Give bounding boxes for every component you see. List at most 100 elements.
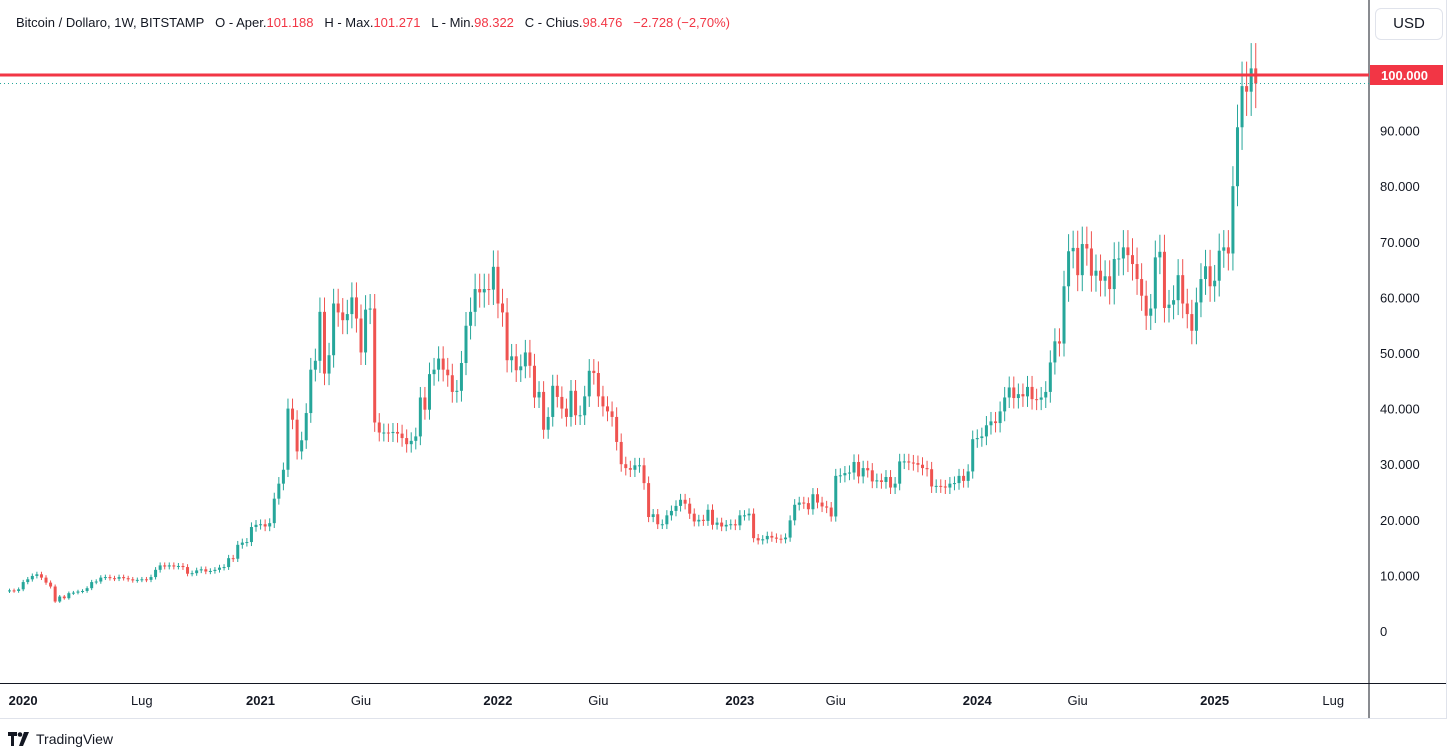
candle-body — [478, 289, 482, 293]
candle-body — [268, 523, 272, 527]
candle-body — [907, 461, 911, 463]
candle-body — [537, 391, 541, 398]
candle-body — [1167, 304, 1171, 308]
candle-body — [943, 486, 947, 488]
time-tick-label: 2024 — [963, 693, 993, 708]
candle-body — [847, 472, 851, 474]
candle-body — [227, 558, 231, 568]
chart-frame — [0, 0, 1447, 719]
candle-body — [1245, 86, 1249, 92]
currency-button[interactable]: USD — [1375, 8, 1443, 40]
candle-body — [660, 524, 664, 526]
candle-body — [701, 519, 705, 521]
open-label: O - Aper. — [215, 15, 267, 30]
candle-body — [441, 358, 445, 370]
candle-body — [240, 542, 244, 545]
candle-body — [656, 514, 660, 525]
candle-body — [715, 522, 719, 525]
candle-body — [17, 589, 21, 591]
candle-body — [432, 369, 436, 375]
candle-body — [948, 483, 952, 488]
candle-body — [382, 432, 386, 434]
candle-body — [615, 416, 619, 442]
candle-body — [843, 473, 847, 476]
candle-body — [697, 519, 701, 522]
candle-body — [414, 436, 418, 441]
candle-body — [313, 360, 317, 370]
change-value: −2.728 (−2,70%) — [633, 15, 731, 30]
candle-body — [1012, 387, 1016, 399]
candle-body — [364, 309, 368, 353]
candle-body — [236, 544, 240, 559]
time-tick-label: 2022 — [483, 693, 512, 708]
time-tick-label: Giu — [1068, 693, 1088, 708]
candle-body — [1044, 391, 1048, 398]
candle-body — [994, 421, 998, 424]
candle-body — [564, 408, 568, 417]
candle-body — [596, 373, 600, 397]
close-label: C - Chius. — [524, 15, 583, 30]
candle-body — [304, 413, 308, 441]
candle-body — [601, 396, 605, 407]
tradingview-logo[interactable]: TradingView — [8, 731, 113, 747]
candle-body — [1190, 314, 1194, 331]
candle-body — [254, 524, 258, 528]
candle-body — [1062, 286, 1066, 344]
candle-body — [1158, 251, 1162, 258]
candle-body — [1076, 247, 1080, 276]
candle-body — [90, 582, 94, 589]
candle-body — [1181, 275, 1185, 304]
candle-body — [975, 438, 979, 440]
price-tick-label: 0 — [1380, 624, 1387, 639]
candle-body — [619, 441, 623, 465]
price-tick-label: 70.000 — [1380, 235, 1420, 250]
candle-body — [838, 475, 842, 477]
candle-body — [752, 513, 756, 539]
candle-body — [628, 468, 632, 470]
candle-body — [1071, 247, 1075, 252]
candle-body — [131, 579, 135, 581]
candle-body — [1240, 86, 1244, 128]
candle-body — [418, 397, 422, 437]
candle-body — [446, 369, 450, 376]
candle-body — [26, 579, 30, 583]
candle-body — [793, 504, 797, 521]
candle-body — [930, 469, 934, 487]
candle-body — [879, 480, 883, 482]
candle-body — [510, 356, 514, 361]
candle-body — [1094, 270, 1098, 276]
candle-body — [1039, 397, 1043, 400]
candle-body — [359, 318, 363, 353]
candle-body — [984, 425, 988, 437]
candle-body — [816, 494, 820, 503]
candle-body — [99, 577, 103, 582]
candle-body — [637, 465, 641, 467]
candle-body — [1235, 127, 1239, 187]
candle-body — [249, 527, 253, 543]
candle-body — [706, 509, 710, 521]
candle-body — [459, 363, 463, 391]
candle-body — [1053, 341, 1057, 363]
candle-body — [58, 596, 62, 602]
candle-body — [569, 390, 573, 417]
candle-body — [729, 524, 733, 526]
candle-body — [610, 411, 614, 417]
candle-body — [391, 431, 395, 434]
candle-body — [1194, 302, 1198, 331]
candle-body — [532, 365, 536, 398]
candle-body — [587, 370, 591, 397]
candle-body — [1208, 266, 1212, 287]
candle-body — [651, 514, 655, 518]
candle-body — [149, 577, 153, 580]
candle-body — [647, 483, 651, 518]
candle-body — [21, 582, 25, 590]
time-tick-label: Giu — [351, 693, 371, 708]
candle-body — [884, 476, 888, 482]
candle-body — [806, 503, 810, 510]
candle-body — [1035, 399, 1039, 401]
candle-body — [44, 577, 48, 583]
candle-body — [875, 480, 879, 482]
candle-body — [386, 432, 390, 434]
candle-body — [1117, 258, 1121, 260]
